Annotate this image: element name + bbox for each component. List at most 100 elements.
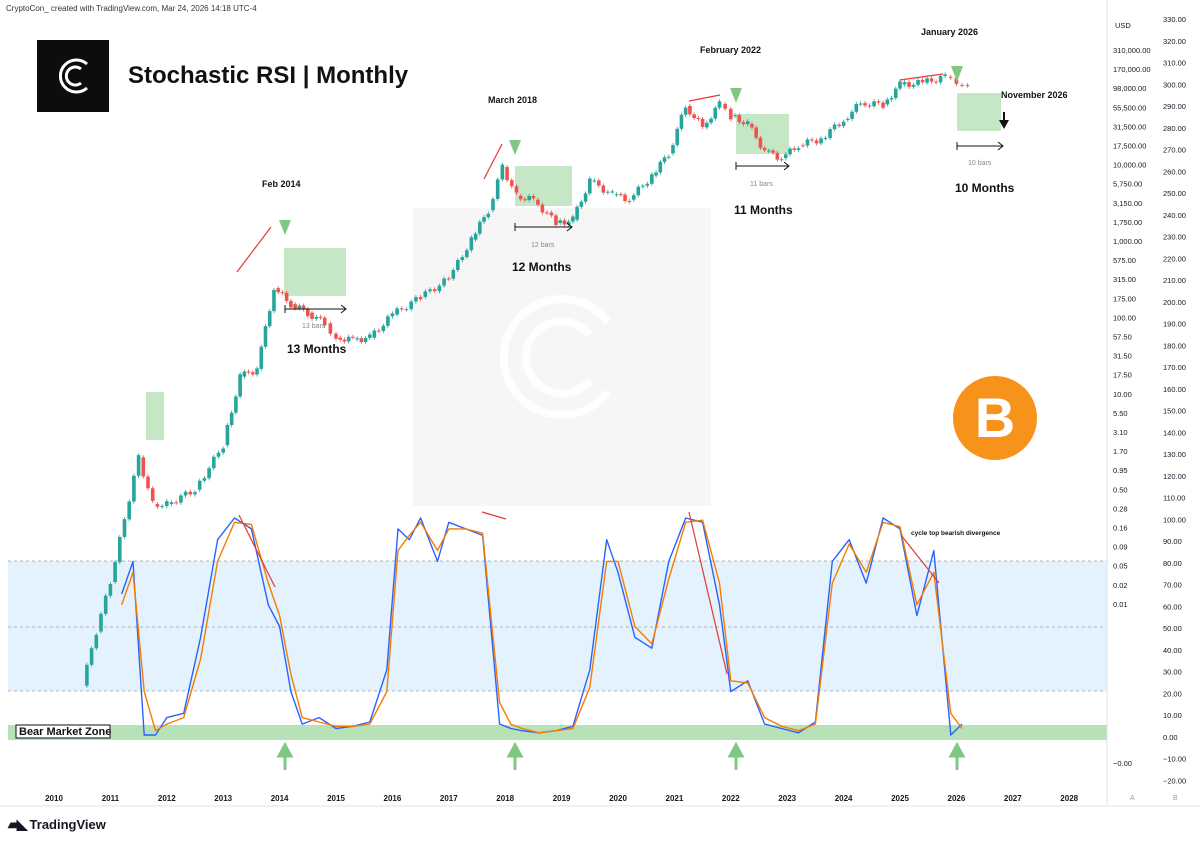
- cc-logo-icon: [58, 58, 88, 94]
- price-tick: 10,000.00: [1113, 161, 1146, 170]
- candle-body: [418, 297, 423, 300]
- ruler-2026: [956, 141, 1004, 151]
- candle-body: [733, 115, 737, 117]
- candle-body: [183, 491, 188, 496]
- consolidation-box-2022: [736, 114, 789, 154]
- price-tick: 100.00: [1113, 313, 1136, 322]
- candle-body: [796, 148, 801, 150]
- time-tick: 2010: [45, 794, 63, 803]
- candle-body: [103, 595, 108, 614]
- time-tick: 2015: [327, 794, 345, 803]
- candle-body: [386, 316, 390, 326]
- candle-body: [898, 81, 902, 89]
- time-tick: 2016: [384, 794, 402, 803]
- candle-body: [395, 308, 399, 315]
- candle-body: [916, 79, 920, 85]
- candle-body: [289, 300, 293, 308]
- candle-body: [929, 78, 934, 82]
- annotation-bars-2026: 10 bars: [968, 160, 992, 167]
- candle-body: [238, 374, 242, 397]
- candle-body: [709, 118, 713, 123]
- candle-body: [432, 289, 437, 292]
- stoch-tick: 310.00: [1163, 59, 1186, 68]
- candle-body: [934, 81, 938, 83]
- price-axis-unit: USD: [1115, 21, 1131, 30]
- candle-body: [346, 336, 351, 342]
- candle-body: [141, 457, 146, 477]
- candle-body: [571, 216, 575, 222]
- stoch-line-d: [121, 519, 963, 734]
- chart-title: Stochastic RSI | Monthly: [128, 62, 409, 89]
- candle-body: [846, 118, 850, 120]
- candle-body: [741, 122, 746, 125]
- price-tick: 10.00: [1113, 390, 1132, 399]
- candle-body: [662, 157, 667, 162]
- candle-body: [583, 193, 588, 202]
- annotation-duration-2014: 13 Months: [287, 342, 347, 356]
- candle-body: [428, 289, 432, 292]
- chart-credit: CryptoCon_ created with TradingView.com,…: [6, 4, 257, 13]
- candle-body: [889, 98, 894, 100]
- top-arrow-2026: [951, 42, 963, 82]
- candle-body: [491, 198, 495, 211]
- stoch-tick: 120.00: [1163, 472, 1186, 481]
- candle-body: [675, 128, 680, 146]
- candle-body: [540, 204, 545, 213]
- candle-body: [948, 76, 953, 78]
- stoch-tick: 20.00: [1163, 689, 1182, 698]
- candle-body: [654, 172, 658, 176]
- candle-body: [99, 613, 103, 632]
- time-tick: 2014: [271, 794, 289, 803]
- stoch-tick: −10.00: [1163, 755, 1186, 764]
- candle-body: [762, 147, 767, 151]
- stoch-tick: 160.00: [1163, 385, 1186, 394]
- annotation-date-2014: Feb 2014: [262, 179, 301, 189]
- candle-body: [885, 99, 890, 105]
- candle-body: [242, 371, 247, 377]
- candle-body: [234, 396, 238, 413]
- candle-body: [558, 220, 562, 224]
- candle-body: [169, 502, 174, 505]
- candle-body: [758, 137, 763, 148]
- tradingview-logo-icon: ▰◣: [8, 816, 27, 832]
- candle-body: [729, 108, 733, 120]
- stoch-divergence-2025: [900, 534, 940, 584]
- time-tick: 2024: [835, 794, 853, 803]
- candle-body: [679, 114, 684, 129]
- consolidation-box-2011: [146, 392, 164, 440]
- candle-body: [193, 492, 197, 495]
- price-tick: 98,000.00: [1113, 84, 1146, 93]
- candle-body: [696, 118, 701, 120]
- candle-body: [614, 194, 619, 196]
- candle-body: [437, 285, 442, 292]
- candle-body: [893, 88, 898, 99]
- bottom-arrow-2022: [727, 741, 745, 770]
- candle-body: [122, 519, 127, 537]
- candle-body: [500, 164, 505, 180]
- price-tick: 57.50: [1113, 333, 1132, 342]
- candle-body: [832, 124, 837, 130]
- candle-body: [179, 495, 183, 503]
- price-tick: 170,000.00: [1113, 65, 1151, 74]
- price-tick: 31.50: [1113, 352, 1132, 361]
- candle-body: [390, 313, 395, 317]
- candle-body: [456, 260, 460, 270]
- price-tick: 1.70: [1113, 447, 1128, 456]
- candle-body: [610, 191, 615, 193]
- candle-body: [136, 455, 141, 476]
- stoch-tick: 150.00: [1163, 407, 1186, 416]
- candle-body: [297, 305, 302, 309]
- price-candles: [85, 72, 970, 688]
- candle-body: [819, 138, 823, 144]
- candle-body: [527, 195, 531, 201]
- candle-body: [683, 107, 688, 115]
- candle-body: [322, 317, 327, 326]
- price-tick: 0.01: [1113, 600, 1128, 609]
- candle-body: [188, 491, 193, 495]
- ruler-2018: [514, 222, 573, 232]
- candle-body: [597, 180, 601, 186]
- candle-body: [113, 562, 117, 583]
- candle-body: [216, 452, 221, 457]
- candle-body: [823, 137, 828, 139]
- candle-body: [666, 156, 671, 158]
